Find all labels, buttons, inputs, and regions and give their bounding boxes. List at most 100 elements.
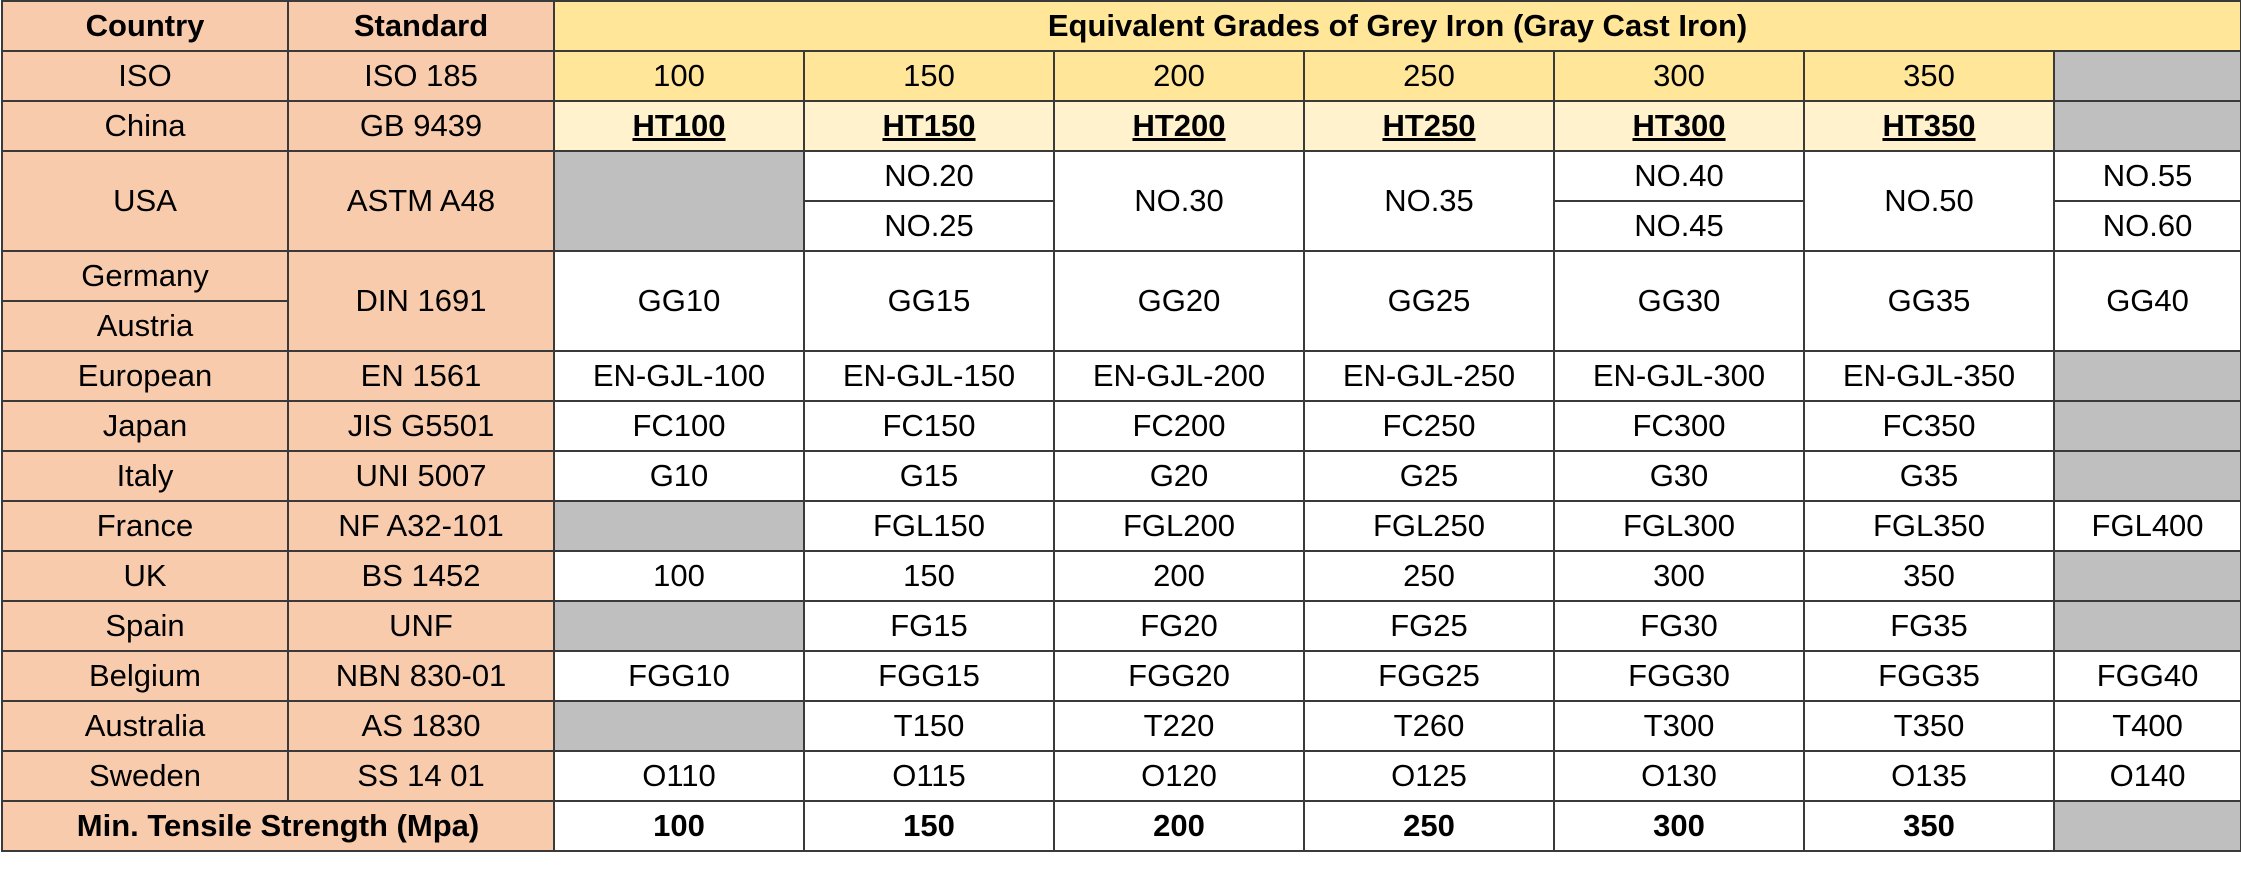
grade-cell: G15: [803, 450, 1055, 502]
country-cell: Belgium: [1, 650, 289, 702]
country-cell: Sweden: [1, 750, 289, 802]
standard-cell: EN 1561: [287, 350, 555, 402]
country-row: European EN 1561 EN-GJL-100 EN-GJL-150 EN-GJ…: [1, 350, 2241, 402]
empty-cell: [2052, 800, 2241, 852]
grade-cell: G30: [1553, 450, 1805, 502]
country-row: Spain UNF FG15 FG20 FG25 FG30 FG35: [1, 600, 2241, 652]
grade-cell: FG15: [803, 600, 1055, 652]
grade-cell: NO.35: [1303, 150, 1555, 252]
tensile-value: 350: [1803, 800, 2055, 852]
tensile-value: 200: [1053, 800, 1305, 852]
standard-cell: SS 14 01: [287, 750, 555, 802]
standard-cell: GB 9439: [287, 100, 555, 152]
country-cell: Italy: [1, 450, 289, 502]
grade-cell: GG10: [553, 250, 805, 352]
country-row: Italy UNI 5007 G10 G15 G20 G25 G30 G35: [1, 450, 2241, 502]
country-row: Sweden SS 14 01 O110 O115 O120 O125 O130 O135 O1…: [1, 750, 2241, 802]
grade-cell: EN-GJL-300: [1553, 350, 1805, 402]
grade-cell: EN-GJL-250: [1303, 350, 1555, 402]
country-cell: USA: [1, 150, 289, 252]
standard-cell: NBN 830-01: [287, 650, 555, 702]
grade-cell: T300: [1553, 700, 1805, 752]
grade-cell: FC150: [803, 400, 1055, 452]
grade-cell: FGG10: [553, 650, 805, 702]
standard-cell: AS 1830: [287, 700, 555, 752]
grade-cell: HT100: [553, 100, 805, 152]
grade-cell: FGG20: [1053, 650, 1305, 702]
grade-cell: HT250: [1303, 100, 1555, 152]
grade-cell: 350: [1803, 50, 2055, 102]
standard-cell: DIN 1691: [287, 250, 555, 352]
grade-cell: FGL150: [803, 500, 1055, 552]
grade-cell: FG25: [1303, 600, 1555, 652]
grade-cell: GG20: [1053, 250, 1305, 352]
grade-cell: O115: [803, 750, 1055, 802]
standard-cell: UNI 5007: [287, 450, 555, 502]
country-row: UK BS 1452 100 150 200 250 300 350: [1, 550, 2241, 602]
country-cell: China: [1, 100, 289, 152]
grade-cell: FG20: [1053, 600, 1305, 652]
grade-cell: T400: [2052, 700, 2241, 752]
grade-cell: EN-GJL-150: [803, 350, 1055, 402]
grade-cell: GG40: [2052, 250, 2241, 352]
grade-cell: FG30: [1553, 600, 1805, 652]
standard-cell: ASTM A48: [287, 150, 555, 252]
usa-row-2: NO.25 NO.45 NO.60: [2, 200, 2241, 252]
grade-cell: NO.40: [1553, 150, 1805, 202]
tensile-value: 300: [1553, 800, 1805, 852]
grade-cell: GG25: [1303, 250, 1555, 352]
grade-cell: HT300: [1553, 100, 1805, 152]
grade-cell: FGL300: [1553, 500, 1805, 552]
grade-cell: G10: [553, 450, 805, 502]
grade-cell: EN-GJL-200: [1053, 350, 1305, 402]
grade-cell: 350: [1803, 550, 2055, 602]
grade-cell: T260: [1303, 700, 1555, 752]
empty-cell: [2052, 50, 2241, 102]
grade-cell: HT350: [1803, 100, 2055, 152]
country-row: Japan JIS G5501 FC100 FC150 FC200 FC250 FC300 F…: [1, 400, 2241, 452]
grade-cell: FG35: [1803, 600, 2055, 652]
empty-cell: [2052, 350, 2241, 402]
grade-cell: FC300: [1553, 400, 1805, 452]
standard-cell: UNF: [287, 600, 555, 652]
empty-cell: [553, 500, 805, 552]
grade-cell: NO.60: [2052, 200, 2241, 252]
grade-cell: NO.25: [803, 200, 1055, 252]
empty-cell: [2052, 400, 2241, 452]
grade-cell: FC350: [1803, 400, 2055, 452]
country-cell: ISO: [1, 50, 289, 102]
empty-cell: [2052, 600, 2241, 652]
header-row: Country Standard Equivalent Grades of Gr…: [1, 0, 2241, 52]
country-cell: Germany: [1, 250, 289, 302]
tensile-label: Min. Tensile Strength (Mpa): [1, 800, 555, 852]
grade-cell: 100: [553, 50, 805, 102]
country-cell: Spain: [1, 600, 289, 652]
tensile-row: Min. Tensile Strength (Mpa) 100 150 200 …: [1, 800, 2241, 852]
grade-cell: GG30: [1553, 250, 1805, 352]
empty-cell: [553, 700, 805, 752]
grade-cell: G20: [1053, 450, 1305, 502]
grade-cell: O120: [1053, 750, 1305, 802]
grade-cell: NO.55: [2052, 150, 2241, 202]
standard-cell: JIS G5501: [287, 400, 555, 452]
grade-cell: FGL350: [1803, 500, 2055, 552]
standard-header: Standard: [287, 0, 555, 52]
table-title: Equivalent Grades of Grey Iron (Gray Cas…: [552, 0, 2241, 52]
grade-cell: FGG35: [1803, 650, 2055, 702]
grade-cell: G25: [1303, 450, 1555, 502]
grade-cell: GG15: [803, 250, 1055, 352]
grade-cell: O130: [1553, 750, 1805, 802]
grade-cell: FC100: [553, 400, 805, 452]
empty-cell: [553, 600, 805, 652]
grade-cell: EN-GJL-350: [1803, 350, 2055, 402]
grade-cell: NO.50: [1803, 150, 2055, 252]
country-cell: Australia: [1, 700, 289, 752]
grade-cell: O125: [1303, 750, 1555, 802]
empty-cell: [2052, 550, 2241, 602]
grade-cell: T220: [1053, 700, 1305, 752]
country-cell: Japan: [1, 400, 289, 452]
country-cell: European: [1, 350, 289, 402]
empty-cell: [553, 150, 805, 252]
grade-cell: FGG30: [1553, 650, 1805, 702]
country-cell: Austria: [1, 300, 289, 352]
